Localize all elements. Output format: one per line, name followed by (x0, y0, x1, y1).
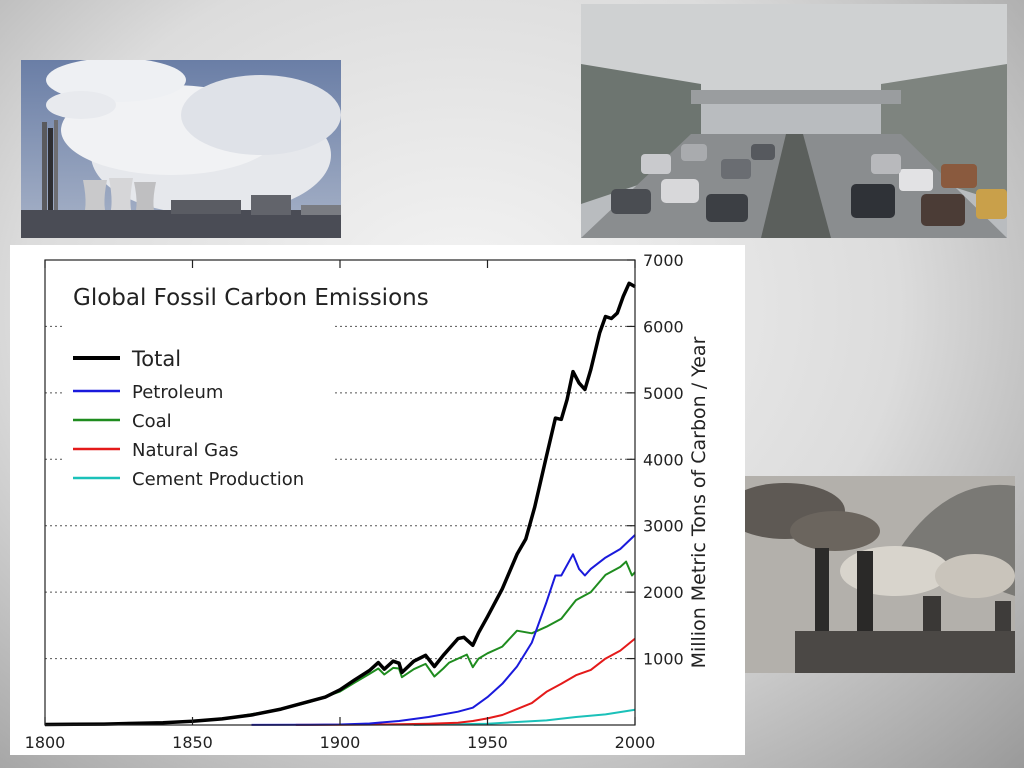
y-tick-label: 7000 (643, 251, 684, 270)
axis-ticks: 1800 1850 1900 1950 2000 1000 2000 3000 4000 5000… (25, 251, 684, 752)
y-tick-label: 6000 (643, 317, 684, 336)
y-tick-label: 1000 (643, 650, 684, 669)
legend-label: Total (131, 347, 181, 371)
x-tick-label: 1850 (172, 733, 213, 752)
legend-label: Natural Gas (132, 440, 238, 461)
y-tick-label: 2000 (643, 583, 684, 602)
traffic-smog-photo (581, 4, 1007, 238)
series-lines (44, 281, 636, 727)
y-axis-label: Million Metric Tons of Carbon / Year (688, 336, 710, 668)
gridlines (45, 325, 635, 660)
y-tick-label: 4000 (643, 450, 684, 469)
y-tick-label: 5000 (643, 384, 684, 403)
x-tick-label: 1900 (320, 733, 361, 752)
chart-panel: 1800 1850 1900 1950 2000 1000 2000 3000 4000 5000… (10, 245, 745, 755)
series-line-total (44, 281, 636, 727)
chart-title: Global Fossil Carbon Emissions (73, 285, 429, 311)
legend-label: Coal (132, 411, 172, 432)
legend: Total Petroleum Coal Natural Gas Cement Prod… (73, 347, 304, 490)
series-line-coal (44, 560, 636, 726)
power-plant-photo (21, 60, 341, 238)
series-line-natural-gas (295, 637, 636, 726)
series-line-petroleum (251, 534, 636, 726)
x-tick-label: 1800 (25, 733, 66, 752)
legend-label: Petroleum (132, 382, 223, 403)
emissions-chart: 1800 1850 1900 1950 2000 1000 2000 3000 4000 5000… (25, 251, 710, 752)
x-tick-label: 2000 (615, 733, 656, 752)
chimney-smoke-photo (745, 476, 1015, 673)
x-tick-label: 1950 (467, 733, 508, 752)
series-line-cement-production (413, 708, 636, 726)
legend-label: Cement Production (132, 469, 304, 490)
y-tick-label: 3000 (643, 517, 684, 536)
